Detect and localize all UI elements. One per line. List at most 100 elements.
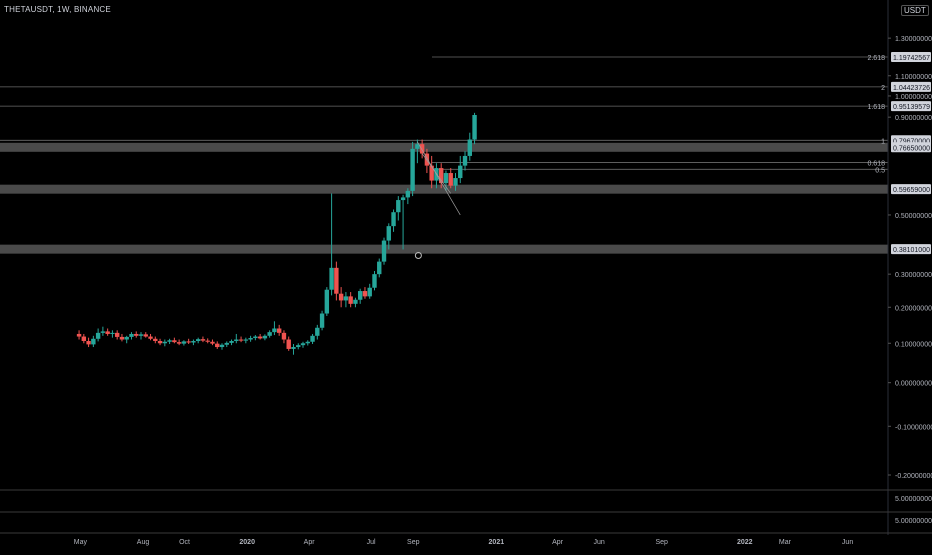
time-tick-label: Apr	[304, 539, 316, 546]
price-tick-label: 0.10000000	[895, 341, 932, 348]
sub-pane-label: 5.00000000	[895, 518, 932, 525]
candle-body	[467, 139, 472, 156]
candle-body	[391, 212, 396, 227]
candle-body	[81, 336, 87, 342]
candle-body	[234, 339, 239, 342]
candle-body	[91, 338, 96, 345]
fib-ratio-label: 0.5	[875, 167, 885, 174]
price-badge-label: 1.19742567	[893, 55, 930, 62]
time-tick-label: 2021	[489, 539, 505, 546]
candle-body	[262, 335, 268, 339]
candle-body	[181, 341, 187, 344]
candle-body	[129, 333, 134, 337]
candle-body	[310, 335, 315, 342]
candle-body	[172, 340, 177, 343]
candle-body	[343, 296, 349, 301]
candle-body	[95, 332, 101, 339]
currency-badge[interactable]: USDT	[901, 5, 929, 16]
candle-body	[400, 197, 406, 201]
price-badge	[891, 52, 931, 63]
candle-body	[105, 331, 110, 334]
candle-body	[410, 148, 415, 191]
candle-body	[448, 173, 453, 186]
candle-body	[167, 340, 172, 342]
candle-body	[114, 332, 120, 337]
sub-pane-label: 5.00000000	[895, 496, 932, 503]
candle-body	[219, 344, 225, 348]
candle-body	[372, 274, 377, 288]
price-badge	[891, 81, 931, 92]
candle-body	[191, 341, 196, 343]
candle-body	[291, 347, 296, 349]
candle-body	[124, 336, 129, 340]
candle-body	[348, 296, 353, 304]
price-badge-label: 1.04423726	[893, 85, 930, 92]
time-tick-label: Apr	[552, 539, 564, 546]
candle-body	[424, 153, 430, 166]
candle-body	[386, 226, 391, 241]
candle-body	[215, 343, 220, 348]
candle-body	[157, 341, 163, 344]
time-tick-label: Jun	[593, 539, 604, 546]
candle-body	[257, 336, 263, 339]
price-badge-label: 0.38101000	[893, 247, 930, 254]
candle-body	[296, 345, 301, 348]
candle-body	[119, 336, 125, 340]
trend-line	[421, 153, 452, 194]
candle-body	[443, 173, 449, 184]
candle-body	[162, 341, 168, 344]
symbol-title: THETAUSDT, 1W, BINANCE	[4, 5, 111, 14]
candle-body	[334, 267, 339, 294]
candle-body	[248, 338, 253, 340]
time-tick-label: Jul	[367, 539, 376, 546]
price-badge-label: 0.76650000	[893, 145, 930, 152]
candle-body	[86, 341, 91, 345]
price-tick-label: 0.00000000	[895, 381, 932, 388]
time-tick-label: May	[74, 539, 88, 546]
price-tick-label: 0.50000000	[895, 213, 932, 220]
price-badge	[891, 142, 931, 153]
candle-body	[300, 343, 306, 346]
zone-band	[0, 244, 888, 254]
candle-body	[419, 144, 425, 154]
price-badge	[891, 244, 931, 255]
candle-body	[415, 144, 420, 149]
candle-body	[377, 261, 382, 275]
price-badge	[891, 101, 931, 112]
candle-body	[186, 341, 191, 343]
candle-body	[134, 333, 139, 336]
candle-body	[357, 291, 363, 300]
candle-body	[319, 313, 325, 328]
candle-body	[315, 327, 320, 336]
price-tick-label: 1.10000000	[895, 74, 932, 81]
time-tick-label: Mar	[779, 539, 792, 546]
candle-body	[153, 338, 158, 342]
price-tick-label: -0.20000000	[895, 473, 932, 480]
time-tick-label: Jun	[842, 539, 853, 546]
candle-body	[429, 165, 434, 181]
time-tick-label: 2020	[239, 539, 255, 546]
price-tick-label: 1.00000000	[895, 94, 932, 101]
candle-body	[253, 336, 258, 339]
price-tick-label: 0.20000000	[895, 305, 932, 312]
candle-body	[272, 328, 277, 333]
candle-body	[453, 178, 458, 186]
price-tick-label: -0.10000000	[895, 424, 932, 431]
fib-ratio-label: 2.618	[867, 55, 885, 62]
candle-body	[267, 332, 272, 336]
price-badge	[891, 184, 931, 195]
fib-ratio-label: 1	[881, 138, 885, 145]
price-badge-label: 0.59659000	[893, 187, 930, 194]
fib-ratio-label: 1.618	[867, 104, 885, 111]
candle-body	[205, 340, 210, 342]
candle-body	[176, 342, 182, 344]
price-badge-label: 0.95139579	[893, 104, 930, 111]
candle-body	[329, 267, 334, 290]
candle-body	[362, 291, 368, 297]
price-tick-label: 0.90000000	[895, 115, 932, 122]
candle-body	[353, 299, 358, 304]
candle-body	[229, 341, 234, 343]
price-tick-label: 0.30000000	[895, 272, 932, 279]
